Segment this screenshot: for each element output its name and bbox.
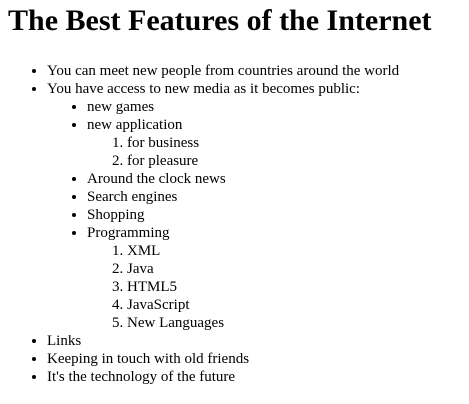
list-item-label: Around the clock news (87, 171, 226, 187)
list-item-label: Programming (87, 225, 170, 241)
list-item-label: for pleasure (127, 153, 199, 169)
list-item-label: You have access to new media as it becom… (47, 81, 360, 97)
list-item-access-media: You have access to new media as it becom… (47, 80, 461, 332)
list-item-javascript: JavaScript (127, 296, 461, 314)
list-item-new-games: new games (87, 98, 461, 116)
list-item-java: Java (127, 260, 461, 278)
list-item-label: new application (87, 117, 183, 133)
list-item-label: JavaScript (127, 297, 190, 313)
features-list: You can meet new people from countries a… (8, 62, 461, 386)
page-title: The Best Features of the Internet (8, 4, 432, 37)
list-item-label: for business (127, 135, 200, 151)
list-item-search-engines: Search engines (87, 188, 461, 206)
list-item-shopping: Shopping (87, 206, 461, 224)
list-item-label: HTML5 (127, 279, 177, 295)
list-item-label: It's the technology of the future (47, 369, 236, 385)
list-item-html5: HTML5 (127, 278, 461, 296)
programming-sublist: XML Java HTML5 JavaScript New Languages (87, 242, 461, 332)
list-item-label: new games (87, 99, 155, 115)
list-item-label: Keeping in touch with old friends (47, 351, 250, 367)
list-item-technology: It's the technology of the future (47, 368, 461, 386)
list-item-label: XML (127, 243, 161, 259)
list-item-links: Links (47, 332, 461, 350)
list-item-new-languages: New Languages (127, 314, 461, 332)
list-item-old-friends: Keeping in touch with old friends (47, 350, 461, 368)
application-sublist: for business for pleasure (87, 134, 461, 170)
list-item-news: Around the clock news (87, 170, 461, 188)
list-item-label: Search engines (87, 189, 178, 205)
list-item-label: Java (127, 261, 154, 277)
list-item-xml: XML (127, 242, 461, 260)
page: The Best Features of the Internet You ca… (0, 3, 469, 386)
list-item-meet-people: You can meet new people from countries a… (47, 62, 461, 80)
list-item-label: You can meet new people from countries a… (47, 63, 400, 79)
list-item-label: New Languages (127, 315, 225, 331)
list-item-for-business: for business (127, 134, 461, 152)
media-sublist: new games new application for business f… (47, 98, 461, 332)
list-item-for-pleasure: for pleasure (127, 152, 461, 170)
list-item-new-application: new application for business for pleasur… (87, 116, 461, 170)
list-item-label: Links (47, 333, 82, 349)
list-item-label: Shopping (87, 207, 145, 223)
list-item-programming: Programming XML Java HTML5 JavaScript Ne… (87, 224, 461, 332)
